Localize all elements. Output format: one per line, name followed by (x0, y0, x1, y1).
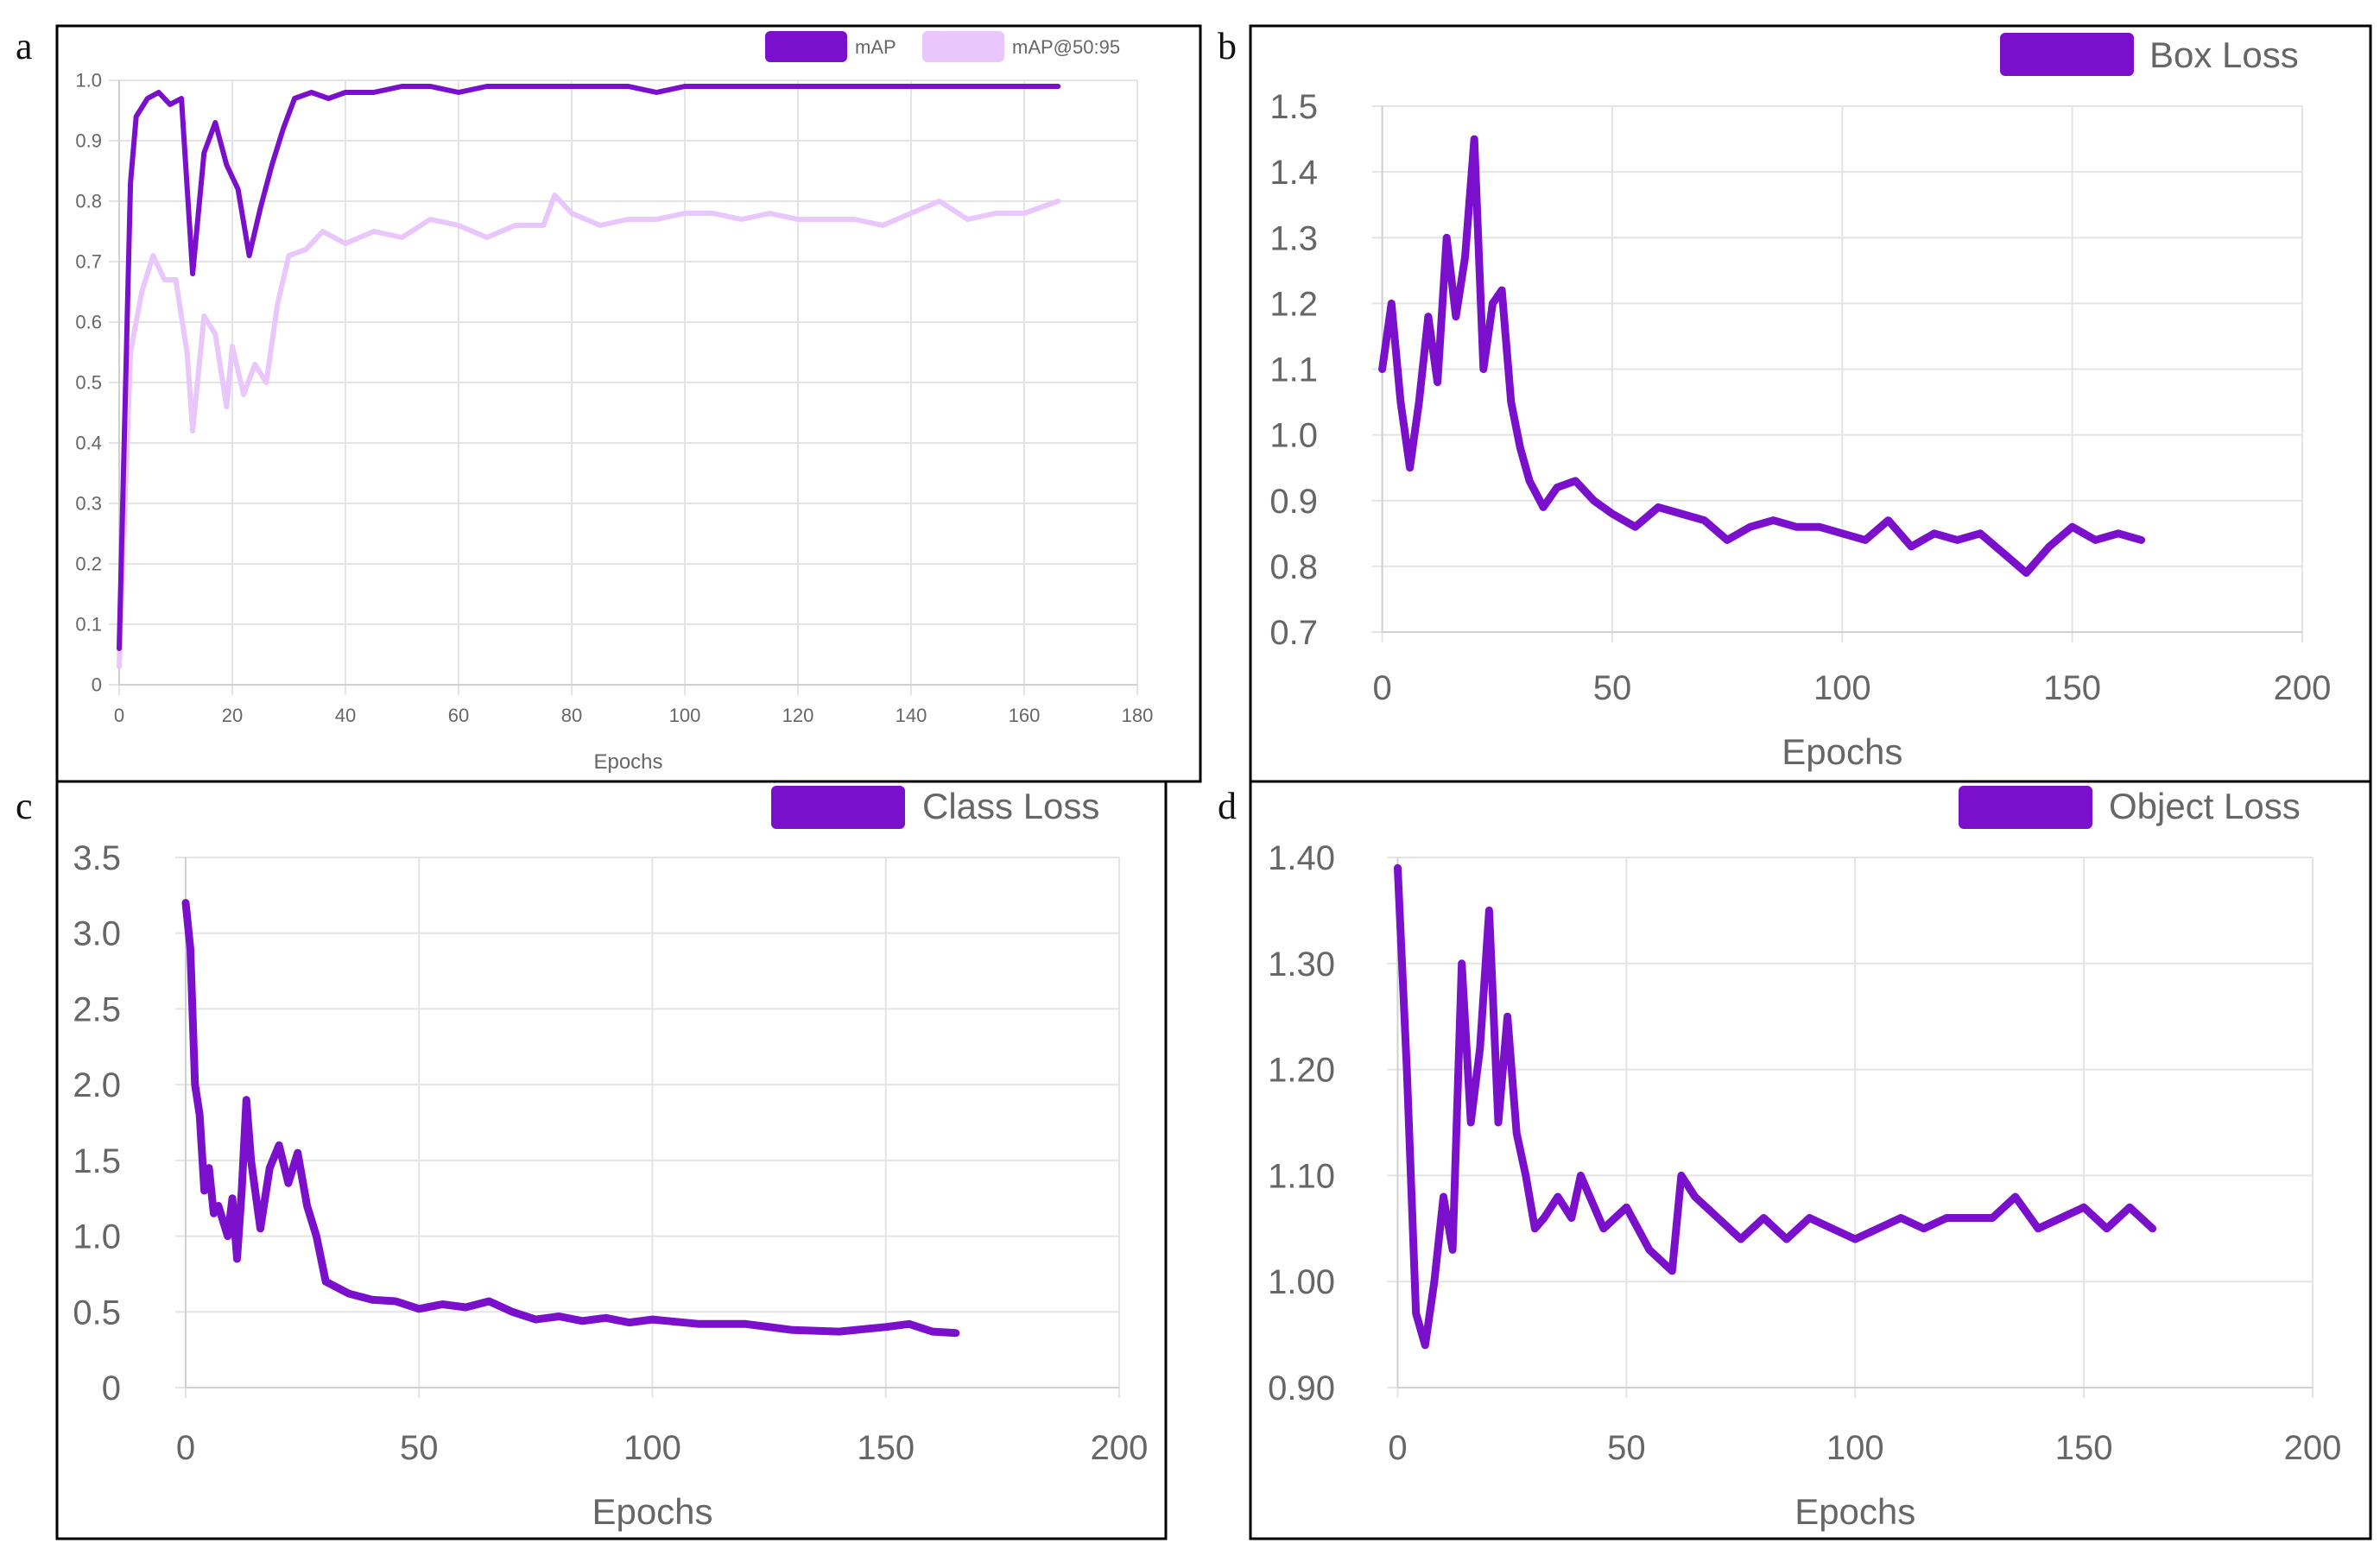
legend-label: Box Loss (2149, 35, 2299, 75)
legend-label: Object Loss (2109, 786, 2301, 826)
x-tick-label: 180 (1122, 705, 1154, 726)
y-tick-label: 1.40 (1268, 839, 1335, 877)
series-line-class-loss (181, 899, 960, 1338)
x-tick-label: 0 (114, 705, 124, 726)
panel-letter-c: c (16, 785, 33, 827)
x-tick-label: 200 (1091, 1429, 1149, 1467)
x-tick-label: 0 (176, 1429, 195, 1467)
y-tick-label: 2.0 (73, 1066, 121, 1104)
panel-letter-d: d (1218, 785, 1237, 827)
x-tick-label: 60 (448, 705, 469, 726)
y-tick-label: 1.20 (1268, 1052, 1335, 1090)
x-tick-label: 140 (896, 705, 927, 726)
x-tick-label: 80 (561, 705, 582, 726)
y-tick-label: 0.90 (1268, 1369, 1335, 1407)
y-tick-label: 0.7 (1269, 614, 1318, 652)
y-tick-label: 0 (92, 674, 102, 696)
legend-swatch (765, 31, 847, 62)
x-tick-label: 200 (2284, 1429, 2342, 1467)
y-tick-label: 3.0 (73, 915, 121, 953)
x-tick-label: 120 (782, 705, 814, 726)
x-tick-label: 100 (1826, 1429, 1884, 1467)
x-tick-label: 50 (400, 1429, 439, 1467)
y-tick-label: 0.4 (75, 433, 102, 454)
chart-class-loss-panel: 0 50 100 150 200 0 0.5 1.0 1.5 2.0 2.5 3.0 3.5 Epochs… (55, 780, 1168, 1540)
y-tick-label: 0.2 (75, 553, 102, 575)
series-line-object-loss (1394, 863, 2157, 1350)
x-axis-title: Epochs (593, 750, 662, 774)
y-tick-label: 0.5 (73, 1294, 121, 1331)
y-tick-label: 0.5 (75, 372, 102, 394)
legend-label: Class Loss (922, 786, 1099, 826)
y-tick-label: 1.0 (75, 70, 102, 92)
legend-label: mAP (855, 36, 896, 58)
y-tick-label: 0 (102, 1369, 121, 1407)
y-tick-label: 1.4 (1269, 154, 1318, 192)
x-tick-label: 0 (1388, 1429, 1407, 1467)
legend-swatch (1959, 786, 2092, 829)
x-tick-label: 200 (2274, 669, 2332, 707)
panel-letter-a: a (16, 25, 33, 67)
legend-swatch (922, 31, 1004, 62)
chart-object-loss-panel: 0 50 100 150 200 0.90 1.00 1.10 1.20 1.30 1.40 Epoc… (1249, 780, 2372, 1540)
x-tick-label: 20 (222, 705, 243, 726)
y-tick-label: 1.30 (1268, 946, 1335, 984)
y-tick-label: 0.9 (1269, 483, 1318, 521)
y-tick-label: 1.0 (1269, 417, 1318, 455)
y-tick-label: 1.5 (73, 1142, 121, 1180)
x-tick-label: 150 (857, 1429, 915, 1467)
y-tick-label: 3.5 (73, 839, 121, 877)
x-tick-label: 100 (623, 1429, 681, 1467)
x-tick-label: 40 (335, 705, 356, 726)
x-tick-label: 50 (1607, 1429, 1646, 1467)
y-tick-label: 2.5 (73, 990, 121, 1028)
legend-swatch (2000, 33, 2134, 76)
series-line-map-50-95 (117, 193, 1061, 669)
x-axis-title: Epochs (1794, 1491, 1915, 1532)
y-tick-label: 1.1 (1269, 351, 1318, 389)
x-tick-label: 0 (1373, 669, 1392, 707)
x-axis-title: Epochs (1782, 731, 1902, 772)
legend-swatch (771, 786, 905, 829)
y-tick-label: 0.7 (75, 251, 102, 273)
legend-label: mAP@50:95 (1012, 36, 1120, 58)
panel-letter-b: b (1218, 25, 1237, 67)
x-tick-label: 100 (1813, 669, 1871, 707)
y-tick-label: 1.3 (1269, 219, 1318, 257)
x-tick-label: 50 (1593, 669, 1632, 707)
chart-box-loss-panel: 0 50 100 150 200 0.7 0.8 0.9 1.0 1.1 1.2 1.3 1.4 1.5 E… (1249, 24, 2372, 783)
y-tick-label: 1.10 (1268, 1157, 1335, 1195)
y-tick-label: 1.0 (73, 1218, 121, 1256)
x-tick-label: 150 (2055, 1429, 2113, 1467)
x-tick-label: 100 (669, 705, 701, 726)
series-line-box-loss (1378, 135, 2146, 577)
x-axis-title: Epochs (592, 1491, 712, 1532)
y-tick-label: 1.5 (1269, 88, 1318, 126)
y-tick-label: 1.2 (1269, 285, 1318, 323)
y-tick-label: 0.8 (1269, 548, 1318, 586)
y-tick-label: 0.8 (75, 191, 102, 212)
y-tick-label: 0.6 (75, 312, 102, 333)
x-tick-label: 160 (1009, 705, 1041, 726)
y-tick-label: 0.9 (75, 130, 102, 152)
panel-frame (1249, 780, 2372, 1540)
panel-frame (55, 780, 1168, 1540)
chart-map-panel: 0 20 40 60 80 100 120 140 160 180 0 0.1 0.2 0.3 0.4 0.5… (55, 24, 1202, 783)
x-tick-label: 150 (2043, 669, 2101, 707)
y-tick-label: 0.1 (75, 614, 102, 636)
y-tick-label: 1.00 (1268, 1263, 1335, 1301)
y-tick-label: 0.3 (75, 493, 102, 515)
